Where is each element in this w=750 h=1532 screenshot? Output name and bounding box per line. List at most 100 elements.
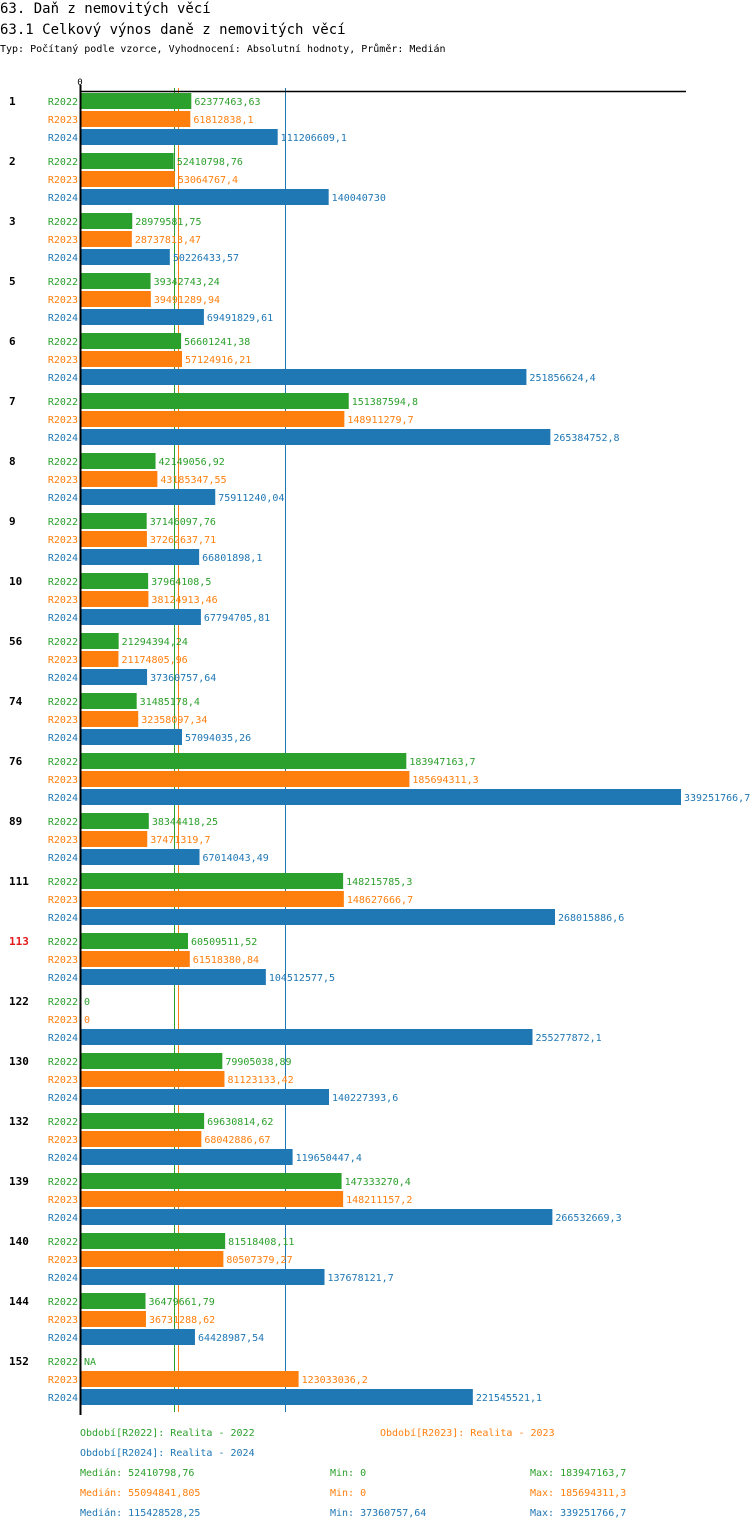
bar-r2022 [81,1293,146,1309]
series-label: R2023 [48,535,78,546]
data-label: 32358097,34 [141,715,207,726]
series-label: R2022 [48,457,78,468]
data-label: 31485178,4 [140,697,200,708]
data-label: 81518408,11 [228,1237,294,1248]
category-label: 111 [9,875,29,888]
series-label: R2022 [48,157,78,168]
data-label: 151387594,8 [352,397,418,408]
bar-r2023 [81,531,147,547]
stat-min-r2024: Min: 37360757,64 [330,1508,427,1519]
series-label: R2024 [48,1153,78,1164]
bar-r2023 [81,171,175,187]
stat-median-r2023: Medián: 55094841,805 [80,1488,201,1499]
data-label: 57124916,21 [185,355,251,366]
series-label: R2023 [48,1315,78,1326]
data-label: 147333270,4 [345,1177,411,1188]
bar-r2023 [81,1371,299,1387]
bar-r2023 [81,1251,224,1267]
series-label: R2023 [48,1375,78,1386]
data-label: 28979581,75 [135,217,201,228]
bar-r2024 [81,669,148,685]
data-label: 39491289,94 [154,295,220,306]
series-label: R2024 [48,613,78,624]
category-label: 56 [9,635,23,648]
bar-r2024 [81,489,216,505]
series-label: R2024 [48,1033,78,1044]
series-label: R2022 [48,637,78,648]
bar-r2022 [81,513,147,529]
bar-r2024 [81,1269,325,1285]
data-label: 185694311,3 [412,775,478,786]
bar-r2022 [81,453,156,469]
bar-r2024 [81,1329,195,1345]
series-label: R2022 [48,1237,78,1248]
bar-r2022 [81,153,174,169]
category-label: 1 [9,95,16,108]
series-label: R2024 [48,1333,78,1344]
data-label: 68042886,67 [204,1135,270,1146]
data-label: 137678121,7 [327,1273,393,1284]
data-label: 140040730 [332,193,386,204]
series-label: R2022 [48,217,78,228]
data-label: 37964108,5 [151,577,211,588]
series-label: R2023 [48,955,78,966]
series-label: R2022 [48,397,78,408]
data-label: 148627666,7 [347,895,413,906]
bar-r2023 [81,1071,225,1087]
data-label: 39342743,24 [154,277,220,288]
series-label: R2023 [48,355,78,366]
bar-r2022 [81,633,119,649]
data-label: 67794705,81 [204,613,270,624]
series-label: R2024 [48,373,78,384]
series-label: R2024 [48,493,78,504]
series-label: R2022 [48,97,78,108]
data-label: 37360757,64 [150,673,216,684]
bar-r2023 [81,891,344,907]
data-label: 0 [84,997,90,1008]
bar-r2024 [81,969,266,985]
data-label: 36479661,79 [149,1297,215,1308]
series-label: R2023 [48,295,78,306]
data-label: 50226433,57 [173,253,239,264]
data-label: 37262637,71 [150,535,216,546]
bar-r2024 [81,249,170,265]
series-label: R2024 [48,913,78,924]
data-label: 123033036,2 [302,1375,368,1386]
bar-r2024 [81,309,204,325]
data-label: 255277872,1 [535,1033,601,1044]
data-label: NA [84,1357,96,1368]
data-label: 69491829,61 [207,313,273,324]
category-label: 10 [9,575,22,588]
data-label: 80507379,27 [226,1255,292,1266]
bar-r2024 [81,729,182,745]
data-label: 62377463,63 [194,97,260,108]
bar-r2023 [81,471,158,487]
bar-r2022 [81,693,137,709]
category-label: 5 [9,275,16,288]
data-label: 38124913,46 [151,595,217,606]
series-label: R2022 [48,577,78,588]
series-label: R2024 [48,1393,78,1404]
stat-max-r2023: Max: 185694311,3 [530,1488,627,1499]
category-label: 144 [9,1295,29,1308]
data-label: 53064767,4 [178,175,238,186]
data-label: 265384752,8 [553,433,619,444]
series-label: R2023 [48,715,78,726]
series-label: R2024 [48,313,78,324]
category-label: 7 [9,395,16,408]
bar-r2022 [81,1233,226,1249]
bar-r2023 [81,411,345,427]
bar-r2024 [81,1389,473,1405]
series-label: R2023 [48,1195,78,1206]
bar-r2024 [81,789,681,805]
bar-r2024 [81,1029,533,1045]
series-label: R2022 [48,757,78,768]
bar-r2023 [81,951,190,967]
data-label: 37146097,76 [150,517,216,528]
data-label: 148215785,3 [346,877,412,888]
category-label: 3 [9,215,16,228]
data-label: 75911240,04 [218,493,284,504]
bar-r2023 [81,231,132,247]
series-label: R2023 [48,415,78,426]
